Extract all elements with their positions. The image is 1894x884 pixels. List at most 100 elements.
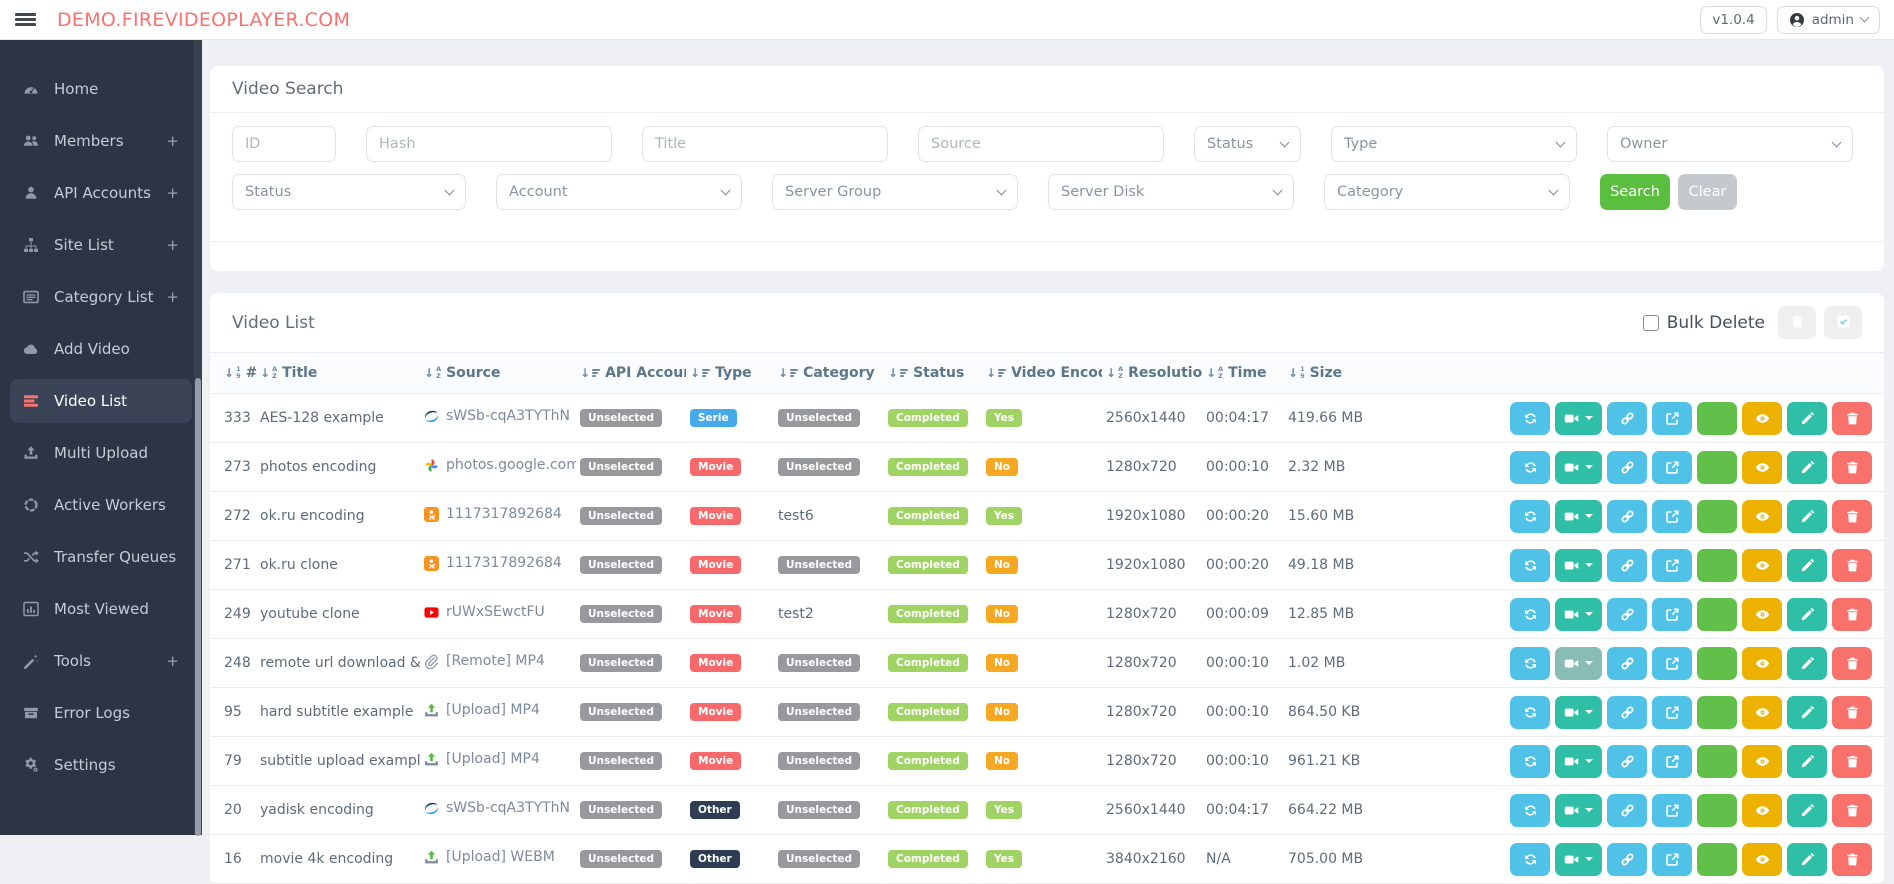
sidebar-item-multi-upload[interactable]: Multi Upload	[10, 431, 192, 475]
video-dropdown-button[interactable]	[1555, 549, 1602, 582]
title-input[interactable]	[642, 126, 888, 162]
source-link[interactable]: sWSb-cqA3TYThN	[424, 408, 570, 424]
embed-code-button[interactable]	[1697, 451, 1737, 484]
delete-button[interactable]	[1832, 647, 1872, 680]
video-dropdown-button[interactable]	[1555, 745, 1602, 778]
sidebar-item-home[interactable]: Home	[10, 67, 192, 111]
preview-button[interactable]	[1742, 647, 1782, 680]
open-external-button[interactable]	[1652, 745, 1692, 778]
sidebar-item-video-list[interactable]: Video List	[10, 379, 192, 423]
open-external-button[interactable]	[1652, 500, 1692, 533]
encode-refresh-button[interactable]	[1510, 696, 1550, 729]
source-link[interactable]: 1117317892684	[424, 555, 562, 571]
server-disk-select[interactable]: Server Disk	[1048, 174, 1294, 210]
source-link[interactable]: sWSb-cqA3TYThN	[424, 800, 570, 816]
edit-button[interactable]	[1787, 696, 1827, 729]
source-link[interactable]: rUWxSEwctFU	[424, 604, 545, 620]
edit-button[interactable]	[1787, 402, 1827, 435]
sidebar-item-active-workers[interactable]: Active Workers	[10, 483, 192, 527]
column-header-video-encode[interactable]: ↓Video Encode	[982, 353, 1102, 394]
sidebar-item-settings[interactable]: Settings	[10, 743, 192, 787]
preview-button[interactable]	[1742, 745, 1782, 778]
preview-button[interactable]	[1742, 500, 1782, 533]
owner-select[interactable]: Owner	[1607, 126, 1853, 162]
preview-button[interactable]	[1742, 843, 1782, 876]
column-header-[interactable]: ↓19#	[210, 353, 256, 394]
video-dropdown-button[interactable]	[1555, 598, 1602, 631]
clear-button[interactable]: Clear	[1678, 174, 1737, 210]
sidebar-item-error-logs[interactable]: Error Logs	[10, 691, 192, 735]
sidebar-item-site-list[interactable]: Site List+	[10, 223, 192, 267]
video-dropdown-button[interactable]	[1555, 647, 1602, 680]
sidebar-scrollbar-thumb[interactable]	[195, 378, 201, 836]
open-external-button[interactable]	[1652, 598, 1692, 631]
preview-button[interactable]	[1742, 794, 1782, 827]
source-link[interactable]: photos.google.com	[424, 457, 576, 473]
edit-button[interactable]	[1787, 647, 1827, 680]
open-external-button[interactable]	[1652, 451, 1692, 484]
encode-refresh-button[interactable]	[1510, 402, 1550, 435]
column-header-source[interactable]: ↓AZSource	[420, 353, 576, 394]
sidebar-item-api-accounts[interactable]: API Accounts+	[10, 171, 192, 215]
server-group-select[interactable]: Server Group	[772, 174, 1018, 210]
account-select[interactable]: Account	[496, 174, 742, 210]
source-input[interactable]	[918, 126, 1164, 162]
source-link[interactable]: [Upload] MP4	[424, 751, 540, 767]
hash-input[interactable]	[366, 126, 612, 162]
search-button[interactable]: Search	[1600, 174, 1670, 210]
edit-button[interactable]	[1787, 745, 1827, 778]
embed-code-button[interactable]	[1697, 549, 1737, 582]
delete-button[interactable]	[1832, 696, 1872, 729]
delete-button[interactable]	[1832, 451, 1872, 484]
delete-button[interactable]	[1832, 402, 1872, 435]
copy-link-button[interactable]	[1607, 451, 1647, 484]
column-header-resolution[interactable]: ↓AZResolution	[1102, 353, 1202, 394]
source-link[interactable]: [Upload] WEBM	[424, 849, 555, 865]
source-link[interactable]: [Upload] MP4	[424, 702, 540, 718]
delete-button[interactable]	[1832, 843, 1872, 876]
source-link[interactable]: 1117317892684	[424, 506, 562, 522]
type-select[interactable]: Type	[1331, 126, 1577, 162]
sidebar-item-category-list[interactable]: Category List+	[10, 275, 192, 319]
category-select[interactable]: Category	[1324, 174, 1570, 210]
encode-refresh-button[interactable]	[1510, 598, 1550, 631]
encode-refresh-button[interactable]	[1510, 647, 1550, 680]
video-dropdown-button[interactable]	[1555, 402, 1602, 435]
column-header-time[interactable]: ↓AZTime	[1202, 353, 1284, 394]
edit-button[interactable]	[1787, 794, 1827, 827]
open-external-button[interactable]	[1652, 843, 1692, 876]
copy-link-button[interactable]	[1607, 647, 1647, 680]
preview-button[interactable]	[1742, 402, 1782, 435]
embed-code-button[interactable]	[1697, 843, 1737, 876]
copy-link-button[interactable]	[1607, 500, 1647, 533]
encode-refresh-button[interactable]	[1510, 451, 1550, 484]
edit-button[interactable]	[1787, 598, 1827, 631]
column-header-size[interactable]: ↓19Size	[1284, 353, 1380, 394]
column-header-status[interactable]: ↓Status	[884, 353, 982, 394]
delete-button[interactable]	[1832, 745, 1872, 778]
copy-link-button[interactable]	[1607, 402, 1647, 435]
copy-link-button[interactable]	[1607, 598, 1647, 631]
copy-link-button[interactable]	[1607, 745, 1647, 778]
embed-code-button[interactable]	[1697, 745, 1737, 778]
edit-button[interactable]	[1787, 451, 1827, 484]
delete-button[interactable]	[1832, 794, 1872, 827]
copy-link-button[interactable]	[1607, 794, 1647, 827]
edit-button[interactable]	[1787, 549, 1827, 582]
delete-button[interactable]	[1832, 598, 1872, 631]
embed-code-button[interactable]	[1697, 500, 1737, 533]
video-dropdown-button[interactable]	[1555, 500, 1602, 533]
embed-code-button[interactable]	[1697, 598, 1737, 631]
encode-refresh-button[interactable]	[1510, 549, 1550, 582]
preview-button[interactable]	[1742, 451, 1782, 484]
sidebar-item-most-viewed[interactable]: Most Viewed	[10, 587, 192, 631]
video-dropdown-button[interactable]	[1555, 451, 1602, 484]
open-external-button[interactable]	[1652, 647, 1692, 680]
embed-code-button[interactable]	[1697, 794, 1737, 827]
open-external-button[interactable]	[1652, 794, 1692, 827]
embed-code-button[interactable]	[1697, 402, 1737, 435]
column-header-api-account[interactable]: ↓API Account	[576, 353, 686, 394]
encode-refresh-button[interactable]	[1510, 500, 1550, 533]
open-external-button[interactable]	[1652, 696, 1692, 729]
column-header-type[interactable]: ↓Type	[686, 353, 774, 394]
